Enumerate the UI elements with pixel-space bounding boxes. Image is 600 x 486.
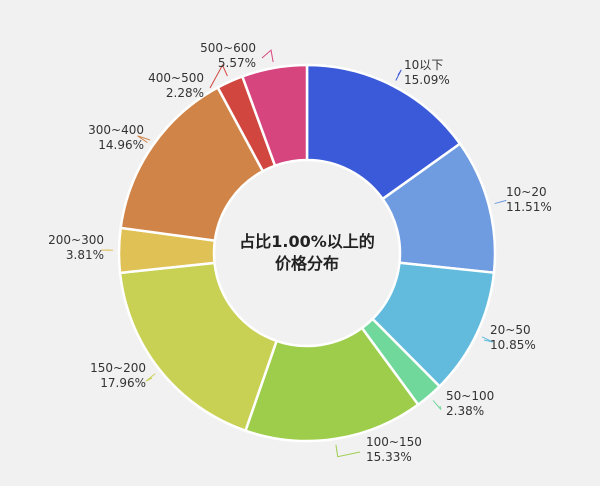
- slice-percent-label: 17.96%: [100, 376, 146, 390]
- slice-name-label: 400~500: [148, 71, 204, 85]
- leader-line-10-to-20: [495, 201, 507, 204]
- center-label-line-1: 占比1.00%以上的: [239, 232, 375, 251]
- slice-percent-label: 5.57%: [218, 56, 256, 70]
- slice-150-to-200: [120, 263, 277, 431]
- slice-name-label: 300~400: [88, 123, 144, 137]
- leader-line-50-to-100: [433, 400, 441, 409]
- slice-percent-label: 15.09%: [404, 73, 450, 87]
- slice-percent-label: 15.33%: [366, 450, 412, 464]
- slice-name-label: 150~200: [90, 361, 146, 375]
- center-label: 占比1.00%以上的 价格分布: [239, 232, 375, 273]
- slice-name-label: 200~300: [48, 233, 104, 247]
- slice-percent-label: 2.28%: [166, 86, 204, 100]
- leader-line-10-below: [396, 70, 401, 81]
- slice-name-label: 10以下: [404, 58, 443, 72]
- center-label-line-2: 价格分布: [275, 254, 339, 273]
- slice-percent-label: 11.51%: [506, 200, 552, 214]
- leader-line-150-to-200: [146, 374, 155, 381]
- slice-name-label: 20~50: [490, 323, 531, 337]
- slice-name-label: 50~100: [446, 389, 494, 403]
- slice-name-label: 10~20: [506, 185, 547, 199]
- slices-layer: [119, 65, 495, 441]
- leader-line-500-to-600: [262, 50, 273, 62]
- leader-line-100-to-150: [336, 445, 360, 457]
- slice-percent-label: 14.96%: [98, 138, 144, 152]
- slice-percent-label: 10.85%: [490, 338, 536, 352]
- slice-percent-label: 3.81%: [66, 248, 104, 262]
- slice-name-label: 500~600: [200, 41, 256, 55]
- slice-percent-label: 2.38%: [446, 404, 484, 418]
- slice-name-label: 100~150: [366, 435, 422, 449]
